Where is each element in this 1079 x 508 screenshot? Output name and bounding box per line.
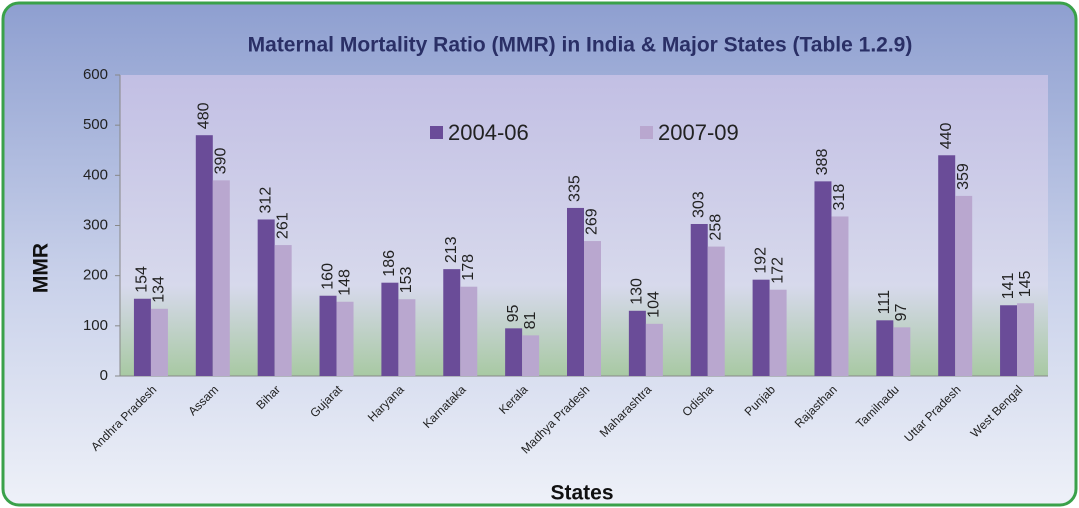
value-label: 318 [831,184,848,211]
value-label: 303 [690,191,707,218]
bar [584,241,601,376]
bar [381,282,399,376]
bar [567,207,584,376]
value-label: 390 [213,148,230,175]
value-label: 134 [151,276,168,303]
bar [690,223,708,376]
value-label: 312 [257,187,274,214]
bar [257,219,275,376]
bar [522,335,540,376]
value-label: 335 [567,175,584,202]
y-tick-label: 500 [83,116,108,133]
legend-label: 2004-06 [448,120,529,145]
value-label: 172 [769,257,786,284]
value-label: 160 [319,263,336,290]
bar [150,308,168,376]
value-label: 141 [1000,272,1017,299]
bar [133,298,151,376]
bar [955,195,973,376]
value-label: 388 [814,149,831,176]
bar [505,328,523,376]
bar [460,286,478,376]
y-tick-label: 100 [83,317,108,334]
bar [443,269,461,376]
value-label: 104 [646,291,663,318]
bar [831,216,849,376]
value-label: 130 [629,278,646,305]
bar [769,289,787,376]
value-label: 148 [336,269,353,296]
value-label: 178 [460,254,477,281]
value-label: 269 [584,208,601,235]
bar [195,135,213,376]
y-axis-label: MMR [30,243,53,293]
bar [752,279,770,376]
bar [398,299,416,376]
value-label: 186 [381,250,398,277]
y-tick-label: 200 [83,267,108,284]
value-label: 81 [522,311,539,329]
value-label: 192 [752,247,769,274]
x-axis-label: States [550,482,613,505]
bar [274,245,292,376]
y-tick-label: 300 [83,216,108,233]
y-tick-label: 0 [100,367,108,384]
value-label: 440 [938,122,955,149]
y-tick-label: 600 [83,66,108,83]
value-label: 95 [505,304,522,322]
value-label: 111 [876,290,893,314]
bar [938,155,956,376]
value-label: 258 [707,214,724,241]
value-label: 480 [196,102,213,129]
legend-swatch [640,126,653,139]
bar [645,323,663,376]
bar [893,327,911,376]
bar [319,295,337,376]
bar [1000,305,1018,376]
chart-title: Maternal Mortality Ratio (MMR) in India … [248,34,913,57]
bar [212,180,230,376]
value-label: 153 [398,266,415,293]
value-label: 97 [893,303,910,321]
legend-swatch [430,126,443,139]
bar [336,301,354,376]
legend-label: 2007-09 [658,120,739,145]
value-label: 359 [955,163,972,190]
bar [628,310,646,376]
bar [707,246,725,376]
value-label: 145 [1017,270,1034,297]
bar [814,181,832,376]
value-label: 154 [134,266,151,293]
bar [876,320,894,376]
value-label: 261 [274,212,291,239]
y-tick-label: 400 [83,166,108,183]
bar [1017,303,1035,376]
value-label: 213 [443,236,460,263]
